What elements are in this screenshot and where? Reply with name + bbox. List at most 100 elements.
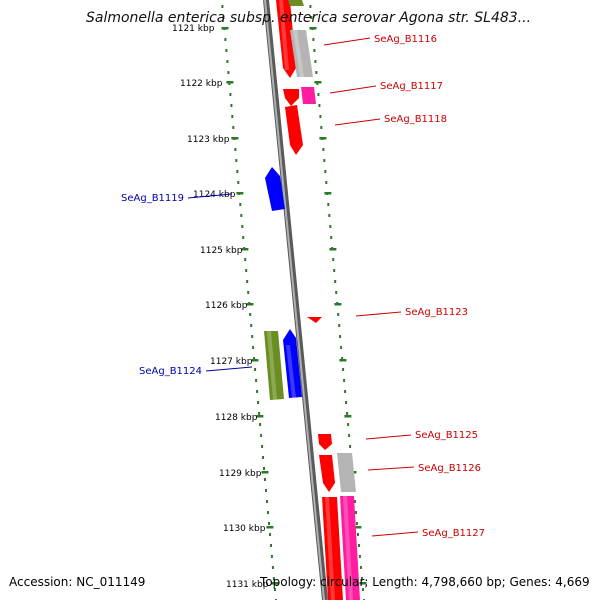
gene-label[interactable]: SeAg_B1117 (380, 81, 443, 92)
gene-feature-red[interactable] (283, 89, 299, 106)
rail-dot (234, 148, 237, 151)
rail-dot (230, 104, 233, 107)
gene-label[interactable]: SeAg_B1123 (405, 307, 468, 318)
rail-dot (236, 170, 239, 173)
rail-dot (272, 577, 275, 580)
rail-dot (358, 555, 361, 558)
tick-label: 1126 kbp (205, 301, 248, 311)
rail-dot (264, 478, 266, 481)
map-title: Salmonella enterica subsp. enterica sero… (86, 10, 531, 26)
gene-leader-line (334, 118, 381, 126)
rail-dot (263, 467, 265, 470)
gene-label[interactable]: SeAg_B1119 (121, 193, 184, 204)
rail-dot (235, 159, 238, 162)
gene-feature-red[interactable] (322, 497, 343, 600)
gene-feature-red[interactable] (276, 0, 296, 78)
rail-dot (360, 577, 363, 580)
major-tick (251, 359, 259, 362)
gene-label[interactable]: SeAg_B1116 (374, 34, 437, 45)
gene-feature-blue[interactable] (265, 167, 285, 211)
rail-dot (312, 38, 315, 41)
rail-dot (270, 555, 273, 558)
gene-label[interactable]: SeAg_B1124 (139, 366, 202, 377)
major-tick (226, 81, 234, 84)
rail-dot (261, 445, 264, 448)
rail-dot (341, 357, 344, 360)
major-tick (314, 81, 322, 84)
rail-dot (309, 5, 312, 8)
rail-dot (253, 357, 256, 360)
major-tick (319, 137, 327, 140)
rail-dot (328, 214, 331, 217)
major-tick (329, 248, 337, 251)
rail-dot (254, 368, 257, 371)
rail-dot (320, 126, 323, 129)
rail-dot (338, 324, 341, 327)
rail-dot (257, 401, 260, 404)
rail-dot (229, 93, 232, 96)
major-tick (246, 303, 254, 306)
gene-feature-gray[interactable] (337, 453, 356, 492)
tick-label: 1124 kbp (193, 190, 236, 200)
rail-dot (339, 335, 342, 338)
tick-label: 1121 kbp (172, 24, 215, 34)
rail-dot (270, 544, 272, 547)
rail-dot (317, 93, 320, 96)
gene-feature-olive[interactable] (264, 331, 284, 400)
rail-dot (361, 588, 364, 591)
rail-dot (347, 423, 350, 426)
tick-label: 1128 kbp (215, 413, 258, 423)
rail-dot (322, 148, 325, 151)
accession-text: Accession: NC_011149 (9, 575, 145, 589)
tick-label: 1122 kbp (180, 79, 223, 89)
rail-dot (227, 71, 230, 74)
rail-dot (356, 522, 358, 525)
gene-feature-magenta[interactable] (301, 87, 316, 104)
rail-dot (250, 324, 253, 327)
gene-label[interactable]: SeAg_B1118 (384, 114, 447, 125)
major-tick (241, 248, 249, 251)
rail-dot (348, 434, 351, 437)
rail-dot (222, 16, 225, 19)
gene-feature-gray[interactable] (290, 30, 313, 77)
rail-dot (242, 236, 245, 239)
gene-feature-red[interactable] (285, 105, 303, 155)
rail-dot (251, 335, 254, 338)
rail-dot (241, 225, 244, 228)
gene-label[interactable]: SeAg_B1127 (422, 528, 485, 539)
gene-leader-line (329, 85, 377, 94)
topology-text: Topology: circular; Length: 4,798,660 bp… (259, 575, 590, 589)
rail-dot (337, 313, 340, 316)
major-tick (221, 27, 229, 30)
rail-dot (333, 269, 336, 272)
rail-dot (346, 412, 349, 415)
gene-feature-olive[interactable] (288, 0, 304, 6)
rail-dot (340, 346, 343, 349)
rail-dot (343, 379, 346, 382)
rail-dot (268, 522, 270, 525)
rail-dot (231, 115, 234, 118)
rail-dot (349, 445, 352, 448)
gene-leader-line (371, 531, 419, 537)
gene-label[interactable]: SeAg_B1125 (415, 430, 478, 441)
gene-feature-red[interactable] (307, 317, 322, 323)
rail-dot (315, 71, 318, 74)
gene-label[interactable]: SeAg_B1126 (418, 463, 481, 474)
gene-feature-blue[interactable] (283, 329, 302, 398)
gene-labels: SeAg_B1116 SeAg_B1117 SeAg_B1118 SeAg_B1119… (121, 34, 485, 539)
rail-dot (327, 203, 330, 206)
gene-leader-line (365, 434, 412, 440)
gene-feature-magenta[interactable] (340, 496, 360, 600)
rail-dot (247, 291, 250, 294)
rail-dot (252, 346, 255, 349)
rail-dot (246, 280, 249, 283)
rail-dot (334, 280, 337, 283)
tick-label: 1129 kbp (219, 469, 262, 479)
gene-feature-red[interactable] (319, 455, 335, 492)
rail-dot (258, 412, 261, 415)
gene-feature-red[interactable] (318, 434, 332, 450)
rail-dot (267, 511, 269, 514)
rail-dot (271, 566, 274, 569)
rail-dot (226, 60, 229, 63)
